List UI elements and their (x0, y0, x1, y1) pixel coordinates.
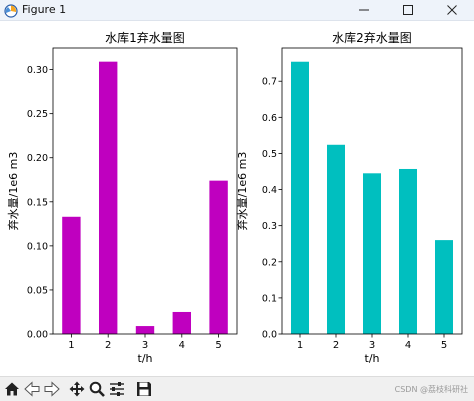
configure-subplots-button[interactable] (107, 379, 127, 399)
chart1-ytick-label: 0.30 (27, 65, 48, 76)
sliders-icon (110, 382, 124, 396)
chart2-bar-4 (399, 168, 417, 334)
pan-button[interactable] (67, 379, 87, 399)
window-title: Figure 1 (22, 3, 67, 16)
chart1-xlabel: t/h (138, 352, 153, 365)
chart1-ytick-label: 0.10 (27, 241, 48, 252)
chart2-bar-2 (327, 144, 345, 334)
chart2-ytick-label: 0.1 (262, 293, 277, 304)
chart2-bar-5 (435, 240, 453, 334)
chart1-ylabel: 弃水量/1e6 m3 (6, 152, 20, 231)
chart2-xtick-label: 2 (333, 340, 339, 351)
chart1-xtick-label: 5 (215, 340, 221, 351)
chart2-xtick-label: 4 (405, 340, 411, 351)
chart2-xtick-label: 1 (297, 340, 303, 351)
maximize-button[interactable] (386, 0, 430, 20)
title-bar: Figure 1 (0, 0, 474, 21)
figure-app-icon (4, 3, 18, 18)
chart1-xtick-label: 2 (105, 340, 111, 351)
chart1-bar-1 (62, 216, 81, 334)
home-icon (5, 382, 19, 396)
save-button[interactable] (134, 379, 154, 399)
move-arrows-icon (69, 381, 85, 397)
close-button[interactable] (430, 0, 474, 20)
chart1-title: 水库1弃水量图 (105, 30, 185, 45)
chart1-ytick-label: 0.25 (27, 109, 48, 120)
chart2-ytick-label: 0.3 (262, 221, 277, 232)
chart2-title: 水库2弃水量图 (332, 30, 412, 45)
chart1-xtick-label: 3 (142, 340, 148, 351)
back-button[interactable] (22, 379, 42, 399)
chart1-bar-4 (172, 311, 191, 334)
chart2-ylabel: 弃水量/1e6 m3 (235, 152, 249, 231)
chart1-ytick-label: 0.20 (27, 153, 48, 164)
chart2-ytick-label: 0.5 (262, 149, 277, 160)
chart1-bar-5 (209, 180, 228, 334)
chart1-bar-2 (99, 61, 118, 335)
chart2-ytick-label: 0.4 (262, 185, 277, 196)
figure-canvas: 1 2 3 4 5 0.00 0.05 0.10 0.15 0.20 0.25 0.30 水库1弃水量图… (0, 21, 474, 376)
chart1-ytick-label: 0.15 (27, 197, 48, 208)
chart2-bar-1 (291, 61, 309, 334)
chart2-ytick-label: 0.7 (262, 77, 277, 88)
chart1-bar-3 (135, 326, 155, 334)
arrow-left-icon (24, 381, 40, 397)
chart1-xtick-label: 4 (179, 340, 185, 351)
chart2-ytick-label: 0.0 (262, 330, 277, 341)
chart2-xlabel: t/h (365, 352, 380, 365)
arrow-right-icon (44, 381, 60, 397)
chart1-ytick-label: 0.00 (27, 330, 48, 341)
floppy-disk-icon (137, 382, 151, 396)
figure-plot-area: 1 2 3 4 50.000.050.100.150.200.250.30水库1弃水量图… (6, 30, 463, 365)
chart2-ytick-label: 0.6 (262, 113, 277, 124)
zoom-button[interactable] (87, 379, 107, 399)
chart2-xtick-label: 5 (441, 340, 447, 351)
chart2-xtick-label: 3 (369, 340, 375, 351)
forward-button[interactable] (42, 379, 62, 399)
chart1-ytick-label: 0.05 (27, 285, 48, 296)
home-button[interactable] (2, 379, 22, 399)
chart2-bar-3 (363, 173, 381, 334)
navigation-toolbar: CSDN @荔枝科研社 (0, 376, 474, 401)
chart1-xtick-label: 1 (68, 340, 74, 351)
magnifier-icon (89, 381, 105, 397)
chart2-ytick-label: 0.2 (262, 257, 277, 268)
minimize-button[interactable] (342, 0, 386, 20)
watermark-text: CSDN @荔枝科研社 (394, 385, 468, 394)
